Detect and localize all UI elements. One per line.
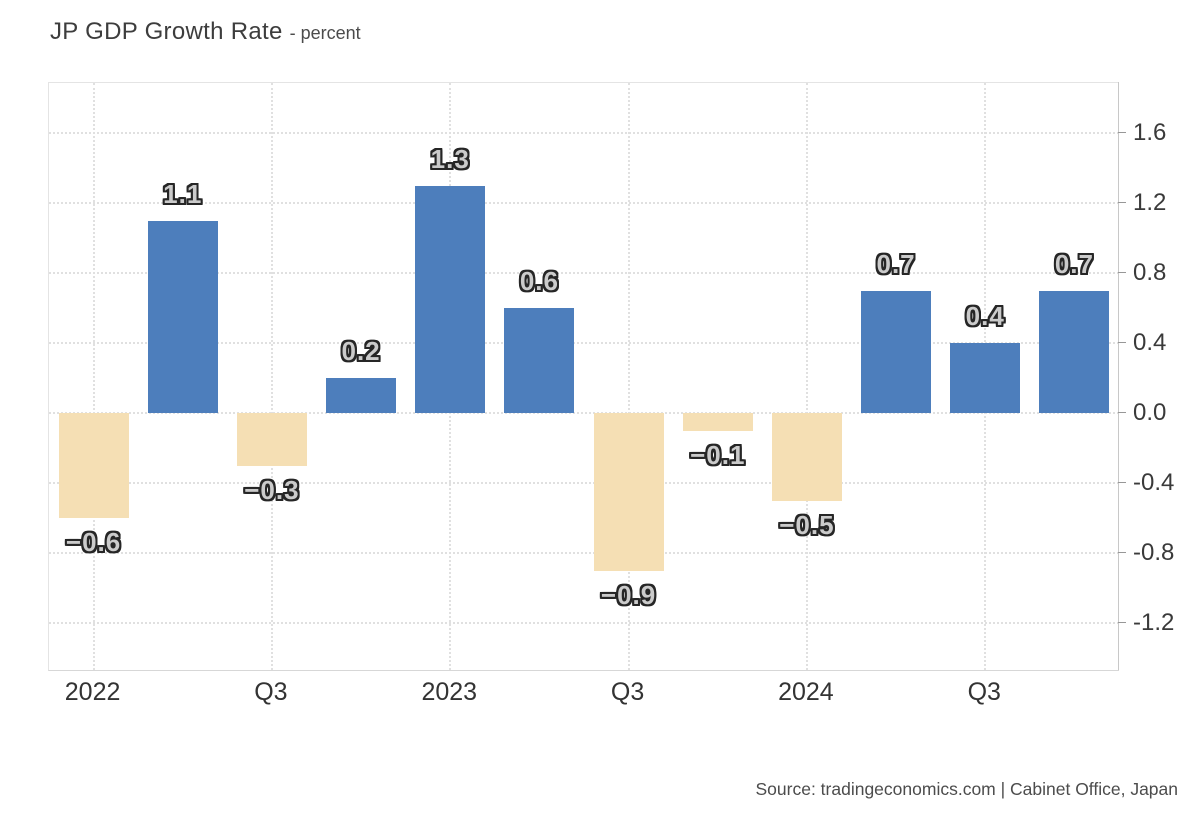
bar-value-label: −0.3 — [244, 474, 300, 505]
bar-positive — [504, 308, 575, 413]
y-axis-tick — [1118, 482, 1126, 483]
bar-negative — [236, 413, 307, 466]
gridline-horizontal — [49, 412, 1119, 414]
gridline-horizontal — [49, 482, 1119, 484]
gridline-horizontal — [49, 202, 1119, 204]
bar-value-label: 0.2 — [341, 336, 381, 366]
bar-value-label: −0.6 — [65, 527, 122, 557]
x-axis-tick-label: Q3 — [610, 678, 645, 706]
bar-negative — [58, 413, 129, 518]
bar-positive — [950, 343, 1021, 413]
bar-value-label: 0.7 — [876, 248, 916, 279]
gridline-vertical — [270, 83, 273, 670]
bar-positive — [415, 185, 486, 413]
y-axis-tick — [1118, 342, 1126, 343]
bar-positive — [147, 220, 218, 413]
chart-header: JP GDP Growth Rate - percent — [50, 18, 361, 46]
gridline-vertical — [805, 83, 808, 670]
y-axis-tick-label: 0.0 — [1133, 399, 1167, 426]
bar-positive — [861, 290, 932, 413]
x-axis-tick-label: 2023 — [421, 678, 478, 706]
y-axis-tick-label: -0.8 — [1133, 539, 1175, 566]
y-axis-tick — [1118, 412, 1126, 413]
bar-value-label: 0.7 — [1054, 248, 1094, 279]
bar-value-label: −0.9 — [600, 579, 657, 610]
y-axis-tick-label: 1.6 — [1133, 119, 1167, 146]
x-axis-tick-label: Q3 — [254, 678, 288, 706]
gridline-vertical — [627, 83, 630, 670]
plot-area: −0.6 1.1 −0.3 0.2 1.3 0.6 −0.9 −0.1 −0.5 0.7 0.4 0.… — [48, 82, 1119, 671]
bar-value-label: −0.1 — [690, 439, 746, 470]
y-axis-tick-label: -1.2 — [1133, 609, 1175, 636]
gridline-horizontal — [49, 622, 1119, 624]
y-axis-tick-label: 0.8 — [1133, 259, 1167, 286]
y-axis-tick — [1118, 202, 1126, 203]
y-axis-tick-label: 0.4 — [1133, 329, 1167, 356]
y-axis-tick — [1118, 132, 1126, 133]
gridline-horizontal — [49, 552, 1119, 554]
bar-positive — [326, 378, 397, 413]
gridline-horizontal — [49, 342, 1119, 344]
x-axis-tick-label: 2024 — [778, 678, 834, 706]
y-axis-line — [1118, 82, 1119, 670]
page-subtitle: - percent — [289, 23, 361, 43]
source-credit: Source: tradingeconomics.com | Cabinet O… — [755, 779, 1179, 799]
bar-value-label: 0.4 — [965, 301, 1005, 331]
gridline-vertical — [92, 83, 95, 670]
bar-negative — [593, 413, 664, 571]
y-axis-tick — [1118, 622, 1126, 623]
x-axis-tick-label: Q3 — [967, 678, 1001, 706]
y-axis-tick — [1118, 552, 1126, 553]
y-axis-tick-label: 1.2 — [1133, 189, 1167, 216]
bar-positive — [1039, 290, 1110, 413]
bar-value-label: −0.5 — [779, 509, 835, 540]
gridline-horizontal — [49, 272, 1119, 274]
gridline-horizontal — [49, 132, 1119, 134]
y-axis-tick — [1118, 272, 1126, 273]
bar-value-label: 1.1 — [163, 178, 203, 209]
bar-value-label: 1.3 — [430, 143, 470, 174]
bar-negative — [771, 413, 842, 501]
page-title: JP GDP Growth Rate — [50, 18, 283, 45]
x-axis-tick-label: 2022 — [64, 678, 121, 706]
y-axis-tick-label: -0.4 — [1133, 469, 1175, 496]
bar-value-label: 0.6 — [519, 266, 559, 296]
bar-negative — [682, 413, 753, 431]
